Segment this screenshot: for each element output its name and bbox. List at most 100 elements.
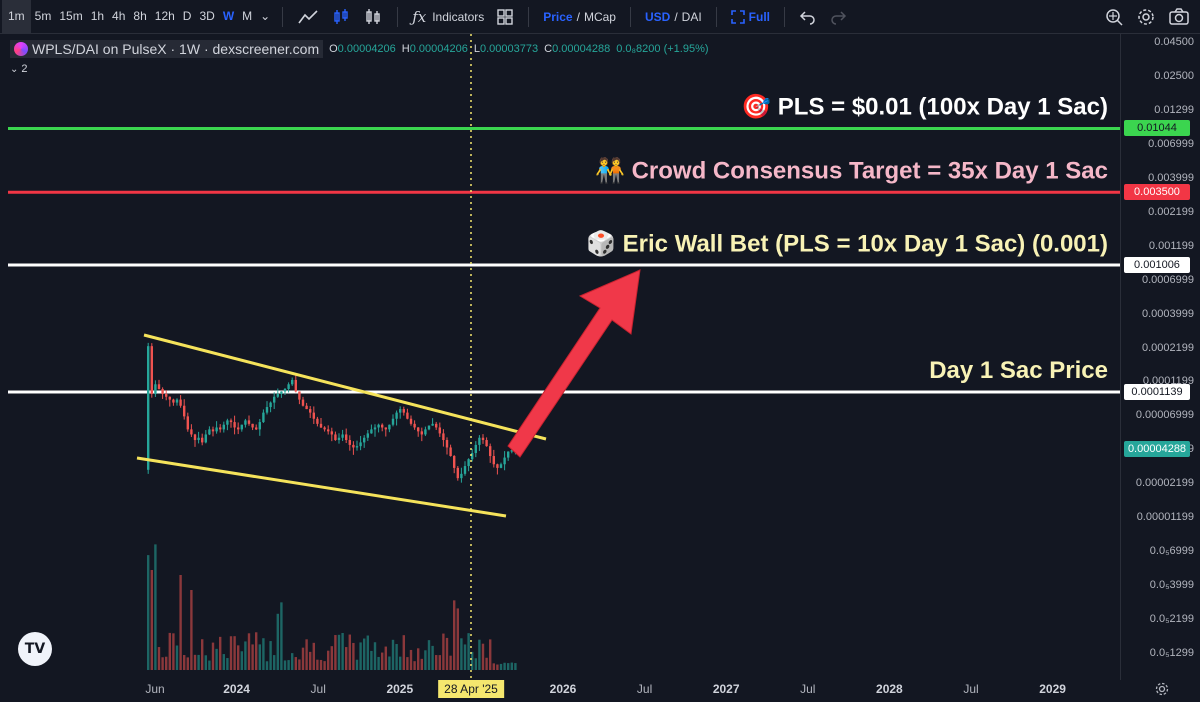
timeframe-d[interactable]: D [182, 9, 192, 23]
time-axis[interactable]: Jun2024Jul2025Jul2026Jul2027Jul2028Jul20… [0, 680, 1120, 698]
candle-body [204, 434, 207, 443]
candle-body [172, 399, 175, 403]
candle-body [276, 394, 279, 397]
settings-gear-icon[interactable] [1130, 0, 1162, 33]
channel-lower-line [136, 456, 507, 518]
candle-body [435, 423, 438, 428]
candle-body [265, 407, 269, 413]
toolbar-divider [397, 6, 399, 27]
candle-body [507, 451, 510, 458]
candle-body [489, 446, 492, 457]
candle-body [370, 429, 373, 434]
tradingview-logo-icon[interactable]: TV [18, 632, 52, 666]
mcap-option[interactable]: MCap [583, 9, 616, 24]
symbol-box[interactable]: WPLS/DAI on PulseX · 1W · dexscreener.co… [10, 40, 324, 58]
volume-bar [388, 656, 391, 670]
undo-icon[interactable] [793, 0, 823, 33]
snapshot-camera-icon[interactable] [1162, 0, 1196, 33]
usd-option[interactable]: USD [644, 9, 671, 24]
axis-settings-gear-icon[interactable] [1154, 681, 1170, 702]
volume-bar [413, 661, 416, 670]
candle-body [215, 427, 218, 432]
price-mcap-toggle[interactable]: Price / MCap [537, 0, 622, 33]
timeframe-dropdown-chevron-icon[interactable]: ⌄ [260, 9, 271, 23]
screenshot-icon[interactable] [1098, 0, 1130, 33]
candle-body [165, 394, 168, 397]
timeframe-1m[interactable]: 1m [2, 0, 31, 33]
timeframe-5m[interactable]: 5m [34, 9, 52, 23]
candle-body [269, 402, 272, 408]
timeframe-8h[interactable]: 8h [133, 9, 147, 23]
candle-body [445, 440, 449, 448]
candle-body [427, 425, 431, 430]
candle-body [287, 384, 290, 389]
fullscreen-icon [730, 9, 745, 24]
candle-body [280, 391, 283, 395]
candle-body [283, 388, 287, 392]
candle-body [154, 384, 157, 395]
candle-body [481, 437, 485, 441]
bars-icon[interactable] [357, 0, 389, 33]
volume-bar [435, 655, 438, 670]
indicators-button[interactable]: ƒx Indicators [406, 0, 490, 33]
volume-bar [366, 635, 369, 670]
annotation-day1-sac-price: Day 1 Sac Price [929, 357, 1108, 384]
timeframe-1h[interactable]: 1h [90, 9, 105, 23]
line-chart-icon[interactable] [291, 0, 325, 33]
top-toolbar: 1m 5m 15m 1h 4h 8h 12h D 3D W M ⌄ ƒx Indicators Pri… [0, 0, 1200, 34]
candle-body [258, 422, 261, 430]
candle-body [395, 412, 398, 419]
timeframe-4h[interactable]: 4h [112, 9, 126, 23]
volume-bar [269, 641, 272, 670]
candle-body [255, 427, 258, 430]
candle-body [190, 429, 193, 435]
candle-body [179, 399, 182, 406]
candle-body [208, 429, 211, 435]
volume-bar [391, 639, 395, 670]
timeframe-3d[interactable]: 3D [199, 9, 215, 23]
volume-bar [499, 663, 503, 670]
currency-toggle[interactable]: USD / DAI [639, 0, 708, 33]
price-chart[interactable] [0, 34, 1120, 680]
candle-body [431, 423, 434, 426]
crosshair-date-tag: 28 Apr '25 [438, 680, 504, 698]
volume-bar [489, 639, 492, 670]
redo-icon[interactable] [823, 0, 853, 33]
layouts-icon[interactable] [490, 0, 520, 33]
volume-bar [157, 647, 161, 670]
indicator-toggle[interactable]: ⌄ 2 [10, 63, 28, 75]
candles-icon[interactable] [325, 0, 357, 33]
candle-body [424, 429, 427, 435]
volume-bar [175, 645, 179, 670]
volume-bar [294, 657, 297, 670]
chart-area[interactable] [0, 34, 1120, 680]
timeframe-w[interactable]: W [222, 9, 235, 23]
candle-body [237, 427, 240, 430]
volume-bar [280, 602, 283, 670]
candle-body [316, 418, 319, 424]
candle-body [391, 418, 395, 425]
candle-body [240, 424, 243, 430]
price-axis-label: 0.003999 [1148, 171, 1194, 184]
slash-text: / [674, 9, 678, 24]
volume-bar [211, 642, 215, 670]
volume-bar [161, 657, 164, 670]
candle-body [406, 412, 409, 419]
volume-bar [456, 608, 459, 670]
candle-body [467, 459, 470, 467]
timeframe-15m[interactable]: 15m [59, 9, 83, 23]
timeframe-m[interactable]: M [242, 9, 253, 23]
price-axis[interactable]: 0.04500 0.02500 0.01299 0.006999 0.003999 0.0… [1120, 34, 1200, 680]
timeframe-12h[interactable]: 12h [154, 9, 175, 23]
candle-body [337, 437, 341, 441]
candle-body [298, 391, 301, 400]
price-option[interactable]: Price [543, 9, 573, 24]
candle-body [496, 464, 499, 468]
candle-body [377, 424, 380, 428]
dai-option[interactable]: DAI [681, 9, 702, 24]
candle-body [355, 446, 359, 448]
volume-bar [197, 654, 200, 670]
fullscreen-button[interactable]: Full [725, 0, 776, 33]
volume-bar [485, 657, 488, 670]
volume-bar [481, 643, 485, 670]
